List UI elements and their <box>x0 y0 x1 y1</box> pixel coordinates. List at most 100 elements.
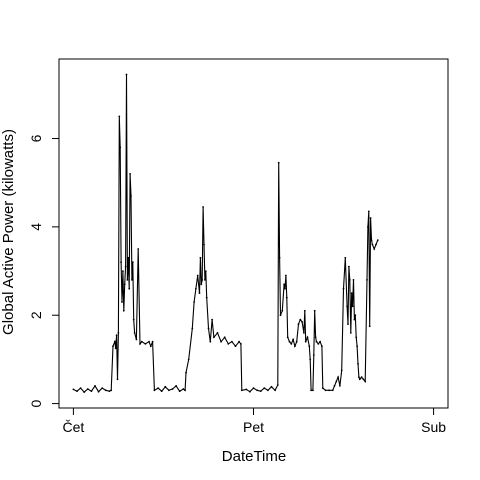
data-point <box>276 384 279 386</box>
data-point <box>356 345 358 348</box>
data-point <box>240 389 243 392</box>
data-point <box>375 243 377 246</box>
data-point <box>182 388 185 390</box>
data-point <box>342 287 345 290</box>
data-point <box>297 323 300 325</box>
data-point <box>337 376 339 378</box>
data-point <box>347 323 349 325</box>
data-point <box>117 332 120 334</box>
data-point <box>205 296 208 299</box>
data-point <box>358 378 361 381</box>
data-point <box>352 279 355 281</box>
data-point <box>116 378 119 381</box>
data-point <box>351 305 354 308</box>
data-point <box>245 388 248 391</box>
data-point <box>193 301 196 303</box>
data-point <box>340 369 343 372</box>
data-point <box>114 347 117 350</box>
y-axis: 0 2 4 6 <box>28 134 60 407</box>
data-point <box>207 327 210 330</box>
data-point <box>144 343 147 345</box>
data-point <box>285 274 287 277</box>
data-point <box>284 287 286 290</box>
data-point <box>160 390 163 393</box>
data-point <box>290 343 293 345</box>
x-tick-label: Pet <box>243 419 264 435</box>
data-point <box>86 388 89 390</box>
y-tick-label: 0 <box>28 399 44 407</box>
data-point <box>263 387 266 389</box>
y-tick-label: 2 <box>28 311 44 319</box>
data-point <box>312 354 315 356</box>
data-point <box>358 376 360 378</box>
data-point <box>301 321 303 323</box>
y-axis-title: Global Active Power (kilowatts) <box>0 129 17 335</box>
data-point <box>153 389 156 392</box>
data-point <box>295 340 298 343</box>
data-point <box>127 256 130 259</box>
series-layer <box>72 73 379 393</box>
data-point <box>234 345 237 348</box>
data-point <box>310 389 312 392</box>
data-point <box>90 390 93 393</box>
data-point <box>313 309 316 312</box>
data-point <box>129 173 132 175</box>
data-point <box>124 265 127 268</box>
data-point <box>113 340 116 343</box>
data-point <box>201 279 204 281</box>
data-point <box>348 279 351 281</box>
data-point <box>369 217 372 219</box>
x-tick-label: Sub <box>421 419 446 435</box>
data-point <box>324 389 327 392</box>
data-point <box>270 385 273 388</box>
data-point <box>231 340 233 343</box>
data-point <box>97 390 100 393</box>
data-point <box>199 256 202 259</box>
data-point <box>314 336 317 339</box>
x-axis: Čet Pet Sub <box>63 407 446 435</box>
data-point <box>362 378 365 381</box>
data-point <box>204 279 206 281</box>
series-line-0 <box>73 74 379 393</box>
data-point <box>178 390 181 393</box>
data-point <box>353 318 356 321</box>
data-point <box>72 388 75 391</box>
data-point <box>319 340 321 343</box>
data-point <box>209 340 212 343</box>
data-point <box>309 358 312 361</box>
data-point <box>131 279 133 281</box>
data-point <box>259 390 262 393</box>
data-point <box>120 261 122 264</box>
data-point <box>122 309 125 312</box>
data-point <box>125 73 128 76</box>
data-point <box>376 239 379 242</box>
data-point <box>321 387 324 389</box>
data-point <box>288 340 291 343</box>
data-point <box>195 287 197 290</box>
data-point <box>304 340 307 343</box>
data-point <box>168 389 170 392</box>
data-point <box>333 385 336 387</box>
data-point <box>191 327 194 330</box>
data-point <box>292 338 294 341</box>
data-point <box>355 336 358 339</box>
data-point <box>118 115 121 118</box>
data-point <box>83 391 86 393</box>
data-point <box>130 195 132 197</box>
data-point <box>131 261 134 264</box>
data-point <box>121 301 123 303</box>
data-point <box>112 345 114 348</box>
data-point <box>220 340 223 343</box>
data-point <box>175 385 178 387</box>
data-point <box>321 345 323 348</box>
data-point <box>350 292 353 294</box>
data-point <box>370 239 373 242</box>
data-point <box>373 248 376 250</box>
data-point <box>306 336 309 339</box>
data-point <box>256 389 258 392</box>
data-point <box>335 380 338 383</box>
data-point <box>339 385 341 387</box>
data-point <box>331 389 334 392</box>
x-axis-title: DateTime <box>222 448 286 465</box>
data-point <box>115 334 118 336</box>
